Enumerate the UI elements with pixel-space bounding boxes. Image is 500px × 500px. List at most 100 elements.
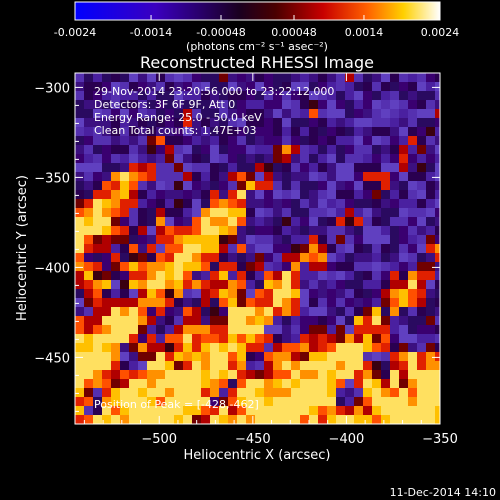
heatmap-cell — [399, 253, 408, 262]
heatmap-cell — [318, 163, 327, 172]
heatmap-cell — [84, 82, 93, 91]
heatmap-cell — [354, 316, 363, 325]
heatmap-cell — [264, 397, 273, 406]
heatmap-cell — [192, 217, 201, 226]
heatmap-cell — [435, 370, 440, 379]
heatmap-cell — [75, 307, 84, 316]
heatmap-cell — [201, 163, 210, 172]
heatmap-cell — [228, 199, 237, 208]
heatmap-cell — [75, 127, 84, 136]
heatmap-cell — [111, 172, 120, 181]
heatmap-cell — [237, 181, 246, 190]
colorbar-tick-label: -0.0024 — [54, 26, 96, 39]
heatmap-cell — [327, 91, 336, 100]
heatmap-cell — [381, 316, 390, 325]
heatmap-cell — [210, 397, 219, 406]
annotation-line: Energy Range: 25.0 - 50.0 keV — [94, 111, 262, 124]
heatmap-cell — [300, 163, 309, 172]
heatmap-cell — [336, 154, 345, 163]
heatmap-cell — [372, 172, 381, 181]
heatmap-cell — [354, 325, 363, 334]
heatmap-cell — [345, 226, 354, 235]
heatmap-cell — [390, 172, 399, 181]
heatmap-cell — [147, 325, 156, 334]
heatmap-cell — [282, 334, 291, 343]
heatmap-cell — [120, 397, 129, 406]
heatmap-cell — [228, 217, 237, 226]
heatmap-cell — [408, 181, 417, 190]
heatmap-cell — [165, 244, 174, 253]
heatmap-cell — [426, 397, 435, 406]
heatmap-cell — [237, 226, 246, 235]
heatmap-cell — [75, 280, 84, 289]
heatmap-cell — [399, 280, 408, 289]
heatmap-cell — [399, 334, 408, 343]
heatmap-cell — [255, 388, 264, 397]
heatmap-cell — [138, 82, 147, 91]
heatmap-cell — [156, 199, 165, 208]
heatmap-cell — [219, 253, 228, 262]
heatmap-cell — [147, 217, 156, 226]
heatmap-cell — [426, 208, 435, 217]
heatmap-cell — [228, 334, 237, 343]
heatmap-cell — [435, 397, 440, 406]
x-axis-label: Heliocentric X (arcsec) — [184, 448, 331, 463]
heatmap-cell — [120, 136, 129, 145]
heatmap-cell — [246, 190, 255, 199]
heatmap-cell — [426, 388, 435, 397]
heatmap-cell — [129, 307, 138, 316]
heatmap-cell — [282, 235, 291, 244]
heatmap-cell — [192, 163, 201, 172]
heatmap-cell — [237, 334, 246, 343]
heatmap-cell — [192, 334, 201, 343]
heatmap-cell — [381, 379, 390, 388]
heatmap-cell — [246, 100, 255, 109]
heatmap-cell — [174, 316, 183, 325]
heatmap-cell — [219, 298, 228, 307]
heatmap-cell — [345, 289, 354, 298]
heatmap-cell — [282, 244, 291, 253]
heatmap-cell — [192, 316, 201, 325]
heatmap-cell — [264, 118, 273, 127]
heatmap-cell — [174, 91, 183, 100]
heatmap-cell — [183, 190, 192, 199]
heatmap-cell — [183, 118, 192, 127]
heatmap-cell — [219, 397, 228, 406]
heatmap-cell — [228, 415, 237, 424]
heatmap-cell — [138, 379, 147, 388]
heatmap-cell — [120, 280, 129, 289]
heatmap-cell — [84, 307, 93, 316]
heatmap-cell — [210, 334, 219, 343]
heatmap-cell — [93, 379, 102, 388]
heatmap-cell — [318, 73, 327, 82]
heatmap-cell — [237, 136, 246, 145]
heatmap-cell — [210, 361, 219, 370]
heatmap-cell — [291, 316, 300, 325]
heatmap-cell — [183, 406, 192, 415]
heatmap-cell — [255, 172, 264, 181]
heatmap-cell — [219, 154, 228, 163]
heatmap-cell — [111, 316, 120, 325]
heatmap-cell — [120, 406, 129, 415]
heatmap-cell — [255, 244, 264, 253]
heatmap-cell — [345, 208, 354, 217]
heatmap-cell — [201, 298, 210, 307]
heatmap-cell — [192, 370, 201, 379]
heatmap-cell — [210, 307, 219, 316]
heatmap-cell — [129, 325, 138, 334]
heatmap-cell — [102, 307, 111, 316]
heatmap-cell — [291, 244, 300, 253]
heatmap-cell — [201, 208, 210, 217]
heatmap-cell — [408, 280, 417, 289]
heatmap-cell — [291, 262, 300, 271]
heatmap-cell — [426, 100, 435, 109]
heatmap-cell — [165, 145, 174, 154]
heatmap-cell — [246, 334, 255, 343]
heatmap-cell — [264, 208, 273, 217]
heatmap-cell — [246, 361, 255, 370]
heatmap-cell — [300, 145, 309, 154]
heatmap-cell — [255, 334, 264, 343]
heatmap-cell — [165, 109, 174, 118]
heatmap-cell — [192, 280, 201, 289]
heatmap-cell — [111, 235, 120, 244]
